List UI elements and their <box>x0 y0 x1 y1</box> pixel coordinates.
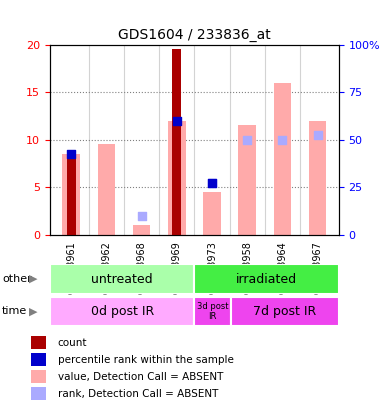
Point <box>209 179 215 186</box>
Bar <box>168 121 186 235</box>
Text: rank, Detection Call = ABSENT: rank, Detection Call = ABSENT <box>58 389 218 399</box>
Text: 0d post IR: 0d post IR <box>90 305 154 318</box>
Bar <box>238 126 256 235</box>
Bar <box>62 154 80 235</box>
Text: 3d post
IR: 3d post IR <box>197 302 228 321</box>
Bar <box>50 264 194 294</box>
Bar <box>274 83 291 235</box>
Point <box>174 117 180 124</box>
Text: 7d post IR: 7d post IR <box>253 305 316 318</box>
Text: untreated: untreated <box>91 273 153 286</box>
Text: time: time <box>2 307 27 316</box>
Text: ▶: ▶ <box>29 274 37 284</box>
Bar <box>50 297 194 326</box>
Bar <box>97 145 115 235</box>
Bar <box>31 353 46 366</box>
Bar <box>31 336 46 349</box>
Text: value, Detection Call = ABSENT: value, Detection Call = ABSENT <box>58 372 223 382</box>
Point <box>209 179 215 186</box>
Point <box>139 213 145 219</box>
Bar <box>133 225 151 235</box>
Bar <box>172 49 181 235</box>
Text: ▶: ▶ <box>29 307 37 316</box>
Bar <box>31 387 46 400</box>
Bar <box>31 370 46 383</box>
Point <box>315 132 321 138</box>
Text: other: other <box>2 274 32 284</box>
Bar <box>194 264 339 294</box>
Title: GDS1604 / 233836_at: GDS1604 / 233836_at <box>118 28 271 42</box>
Text: count: count <box>58 338 87 347</box>
Bar <box>203 192 221 235</box>
Point <box>68 151 74 157</box>
Text: percentile rank within the sample: percentile rank within the sample <box>58 355 234 364</box>
Point <box>280 136 286 143</box>
Point <box>244 136 250 143</box>
Bar <box>67 154 75 235</box>
Text: irradiated: irradiated <box>236 273 297 286</box>
Bar <box>231 297 339 326</box>
Bar <box>309 121 326 235</box>
Bar <box>194 297 231 326</box>
